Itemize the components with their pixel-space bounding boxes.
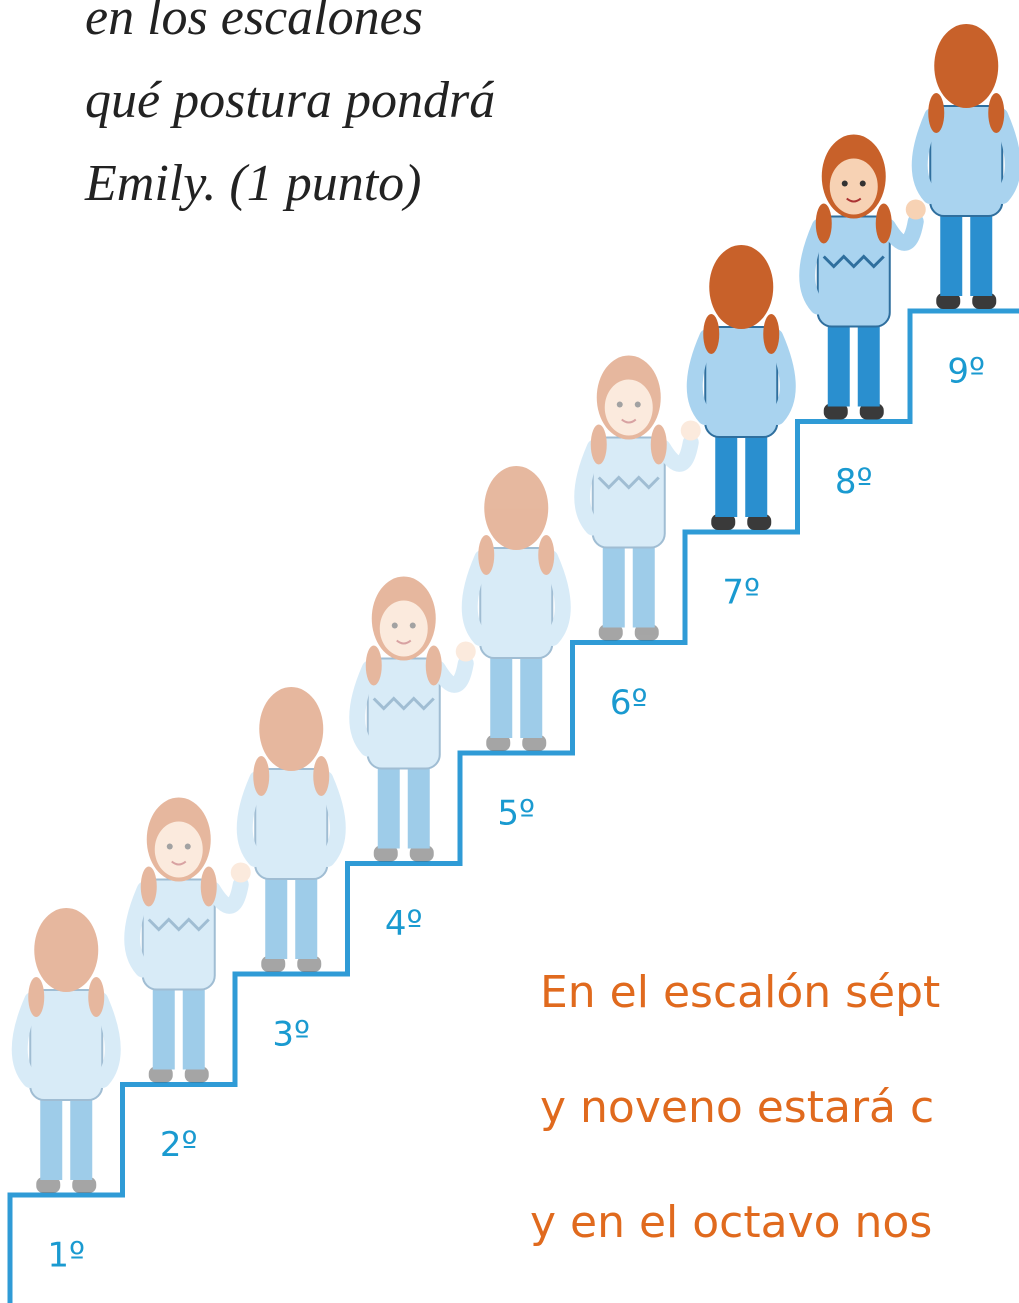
braid xyxy=(478,535,494,575)
leg xyxy=(858,317,880,407)
leg xyxy=(153,980,175,1070)
hand xyxy=(681,421,701,441)
leg xyxy=(745,427,767,517)
arm xyxy=(213,885,241,906)
braid xyxy=(313,756,329,796)
girl-figure xyxy=(470,466,563,751)
braid xyxy=(28,977,44,1017)
braid xyxy=(88,977,104,1017)
leg xyxy=(40,1090,62,1180)
eye xyxy=(617,402,623,408)
leg xyxy=(295,869,317,959)
braid xyxy=(366,646,382,686)
leg xyxy=(633,538,655,628)
braid xyxy=(426,646,442,686)
braid xyxy=(201,867,217,907)
braid xyxy=(876,204,892,244)
eye xyxy=(392,623,398,629)
eye xyxy=(860,181,866,187)
braid xyxy=(703,314,719,354)
step-label: 1º xyxy=(47,1236,85,1276)
leg xyxy=(265,869,287,959)
answer-line: y en el octavo nos xyxy=(530,1197,932,1248)
eye xyxy=(167,844,173,850)
arm xyxy=(888,222,916,243)
worksheet: en los escalones qué postura pondrá Emil… xyxy=(0,0,1019,1303)
step-label: 3º xyxy=(272,1015,310,1055)
hair xyxy=(934,24,998,108)
hair xyxy=(34,908,98,992)
header-line: qué postura pondrá xyxy=(85,72,495,129)
hand xyxy=(456,642,476,662)
hand xyxy=(906,200,926,220)
leg xyxy=(183,980,205,1070)
braid xyxy=(253,756,269,796)
answer-line: y noveno estará c xyxy=(540,1082,934,1133)
hair xyxy=(484,466,548,550)
face xyxy=(830,159,878,215)
leg xyxy=(70,1090,92,1180)
arm xyxy=(438,664,466,685)
leg xyxy=(940,206,962,296)
step-label: 8º xyxy=(835,462,873,502)
girl-figure xyxy=(245,687,338,972)
braid xyxy=(538,535,554,575)
header-line: Emily. (1 punto) xyxy=(84,155,422,212)
leg xyxy=(828,317,850,407)
girl-figure xyxy=(20,908,113,1193)
braid xyxy=(928,93,944,133)
eye xyxy=(842,181,848,187)
leg xyxy=(715,427,737,517)
header-line: en los escalones xyxy=(85,0,423,46)
hair xyxy=(709,245,773,329)
girl-figure xyxy=(695,245,788,530)
eye xyxy=(185,844,191,850)
answer-line: En el escalón sépt xyxy=(540,967,940,1018)
step-label: 6º xyxy=(610,683,648,723)
braid xyxy=(816,204,832,244)
leg xyxy=(970,206,992,296)
eye xyxy=(410,623,416,629)
braid xyxy=(591,425,607,465)
braid xyxy=(763,314,779,354)
eye xyxy=(635,402,641,408)
arm xyxy=(663,443,691,464)
hand xyxy=(231,863,251,883)
braid xyxy=(651,425,667,465)
leg xyxy=(490,648,512,738)
braid xyxy=(988,93,1004,133)
page: en los escalones qué postura pondrá Emil… xyxy=(0,0,1019,1303)
girl-figure xyxy=(920,24,1013,309)
leg xyxy=(408,759,430,849)
step-label: 4º xyxy=(385,904,423,944)
step-label: 2º xyxy=(160,1125,198,1165)
step-label: 7º xyxy=(722,573,760,613)
face xyxy=(380,601,428,657)
face xyxy=(155,822,203,878)
face xyxy=(605,380,653,436)
step-label: 9º xyxy=(947,352,985,392)
leg xyxy=(603,538,625,628)
step-label: 5º xyxy=(497,794,535,834)
braid xyxy=(141,867,157,907)
hair xyxy=(259,687,323,771)
leg xyxy=(520,648,542,738)
leg xyxy=(378,759,400,849)
